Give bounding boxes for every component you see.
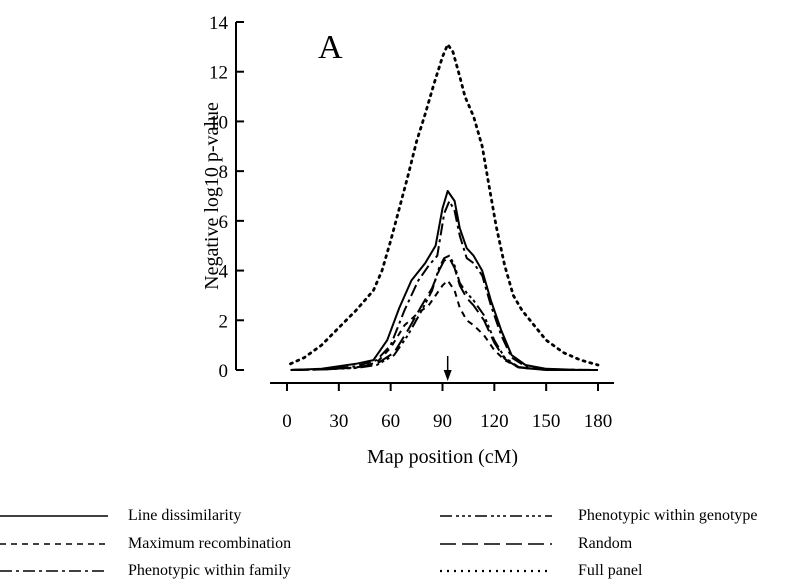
marker-arrow-head [443, 370, 452, 381]
legend-label-3: Phenotypic within family [128, 562, 291, 579]
legend: Line dissimilarity Maximum recombination P… [0, 507, 758, 579]
series-line-5 [290, 257, 598, 371]
x-tick-label: 0 [282, 411, 292, 432]
x-tick-label: 180 [584, 411, 613, 432]
legend-label-6: Full panel [578, 562, 643, 579]
legend-label-4: Phenotypic within genotype [578, 507, 758, 524]
series-line-2 [290, 279, 598, 371]
x-tick-label: 150 [532, 411, 561, 432]
chart-axes: 0 2 4 6 8 10 12 14 0 30 60 90 120 150 180 [209, 13, 614, 432]
x-tick-label: 30 [329, 411, 348, 432]
legend-label-1: Line dissimilarity [128, 507, 241, 524]
x-tick-label: 90 [433, 411, 452, 432]
legend-label-5: Random [578, 535, 633, 552]
series-line-6 [289, 43, 600, 367]
series-line-4 [290, 254, 598, 371]
series-line-3 [290, 200, 599, 371]
y-axis-title: Negative log10 p-value [201, 102, 223, 290]
y-tick-label: 0 [219, 361, 229, 382]
y-tick-label: 14 [209, 13, 229, 34]
y-tick-label: 10 [209, 112, 228, 133]
y-tick-label: 6 [219, 212, 229, 233]
chart-series-layer [289, 43, 600, 381]
panel-letter: A [318, 29, 343, 66]
x-tick-label: 60 [381, 411, 400, 432]
legend-label-2: Maximum recombination [128, 535, 291, 552]
x-axis-title: Map position (cM) [367, 446, 518, 468]
y-tick-label: 2 [219, 311, 229, 332]
series-line-1 [290, 190, 598, 371]
x-tick-label: 120 [480, 411, 509, 432]
y-tick-label: 8 [219, 162, 229, 183]
y-tick-label: 12 [209, 63, 228, 84]
y-tick-label: 4 [219, 262, 229, 283]
